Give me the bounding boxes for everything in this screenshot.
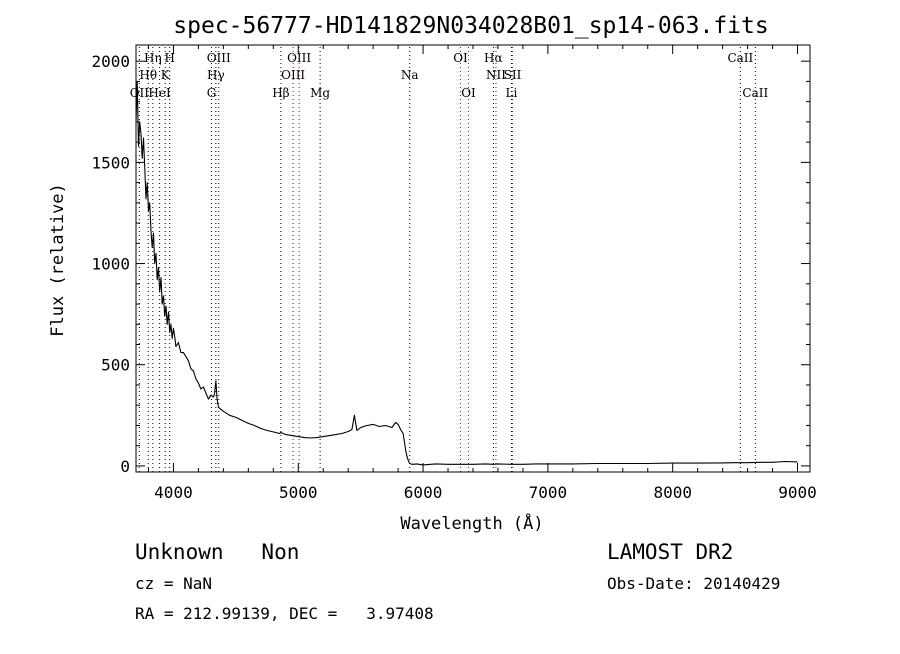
line-marker-label-13: Na	[401, 68, 419, 82]
line-marker-label-16: Hα	[484, 51, 503, 65]
line-marker-label-8: G	[207, 86, 217, 100]
line-marker-label-5: HeI	[148, 86, 171, 100]
y-tick-label-1000: 1000	[91, 255, 130, 274]
y-axis-label: Flux (relative)	[48, 183, 68, 337]
plot-frame	[135, 44, 811, 473]
line-marker-label-7: Hγ	[207, 68, 225, 82]
line-marker-label-3: K	[161, 68, 171, 82]
plot-layer: Hη H Hθ K OII HeI OIII Hγ G OIII OIII Hβ Mg Na OI OI Hα N…	[91, 44, 817, 502]
x-tick-label-4000: 4000	[154, 483, 193, 502]
line-marker-label-10: OIII	[281, 68, 305, 82]
spectral-class: Unknown Non	[135, 540, 300, 564]
line-marker-label-20: CaII	[727, 51, 753, 65]
line-marker-label-6: OIII	[207, 51, 231, 65]
line-marker-label-1: H	[164, 51, 174, 65]
y-tick-label-500: 500	[101, 356, 130, 375]
x-tick-label-9000: 9000	[778, 483, 817, 502]
line-marker-label-14: OI	[453, 51, 468, 65]
y-tick-label-2000: 2000	[91, 52, 130, 71]
x-tick-label-6000: 6000	[404, 483, 443, 502]
line-marker-label-17: NII	[486, 68, 506, 82]
line-marker-label-12: Mg	[310, 86, 330, 100]
line-marker-label-15: OI	[461, 86, 476, 100]
line-marker-label-18: SII	[504, 68, 522, 82]
line-marker-label-19: Li	[506, 86, 518, 100]
line-marker-label-4: OII	[130, 86, 150, 100]
chart-title: spec-56777-HD141829N034028B01_sp14-063.f…	[173, 13, 768, 39]
line-marker-label-11: Hβ	[272, 86, 289, 100]
obs-date: Obs-Date: 20140429	[607, 574, 781, 593]
x-axis-label: Wavelength (Å)	[400, 512, 543, 534]
line-marker-label-0: Hη	[144, 51, 162, 65]
line-marker-label-21: CaII	[742, 86, 768, 100]
x-tick-label-8000: 8000	[653, 483, 692, 502]
coordinates: RA = 212.99139, DEC = 3.97408	[135, 604, 434, 623]
redshift-cz: cz = NaN	[135, 574, 213, 593]
line-marker-label-9: OIII	[287, 51, 311, 65]
x-tick-label-7000: 7000	[529, 483, 568, 502]
line-marker-label-2: Hθ	[139, 68, 157, 82]
x-tick-label-5000: 5000	[279, 483, 318, 502]
y-tick-label-1500: 1500	[91, 153, 130, 172]
survey-name: LAMOST DR2	[607, 540, 734, 564]
y-tick-label-0: 0	[120, 457, 130, 476]
spectrum-line	[135, 80, 798, 466]
